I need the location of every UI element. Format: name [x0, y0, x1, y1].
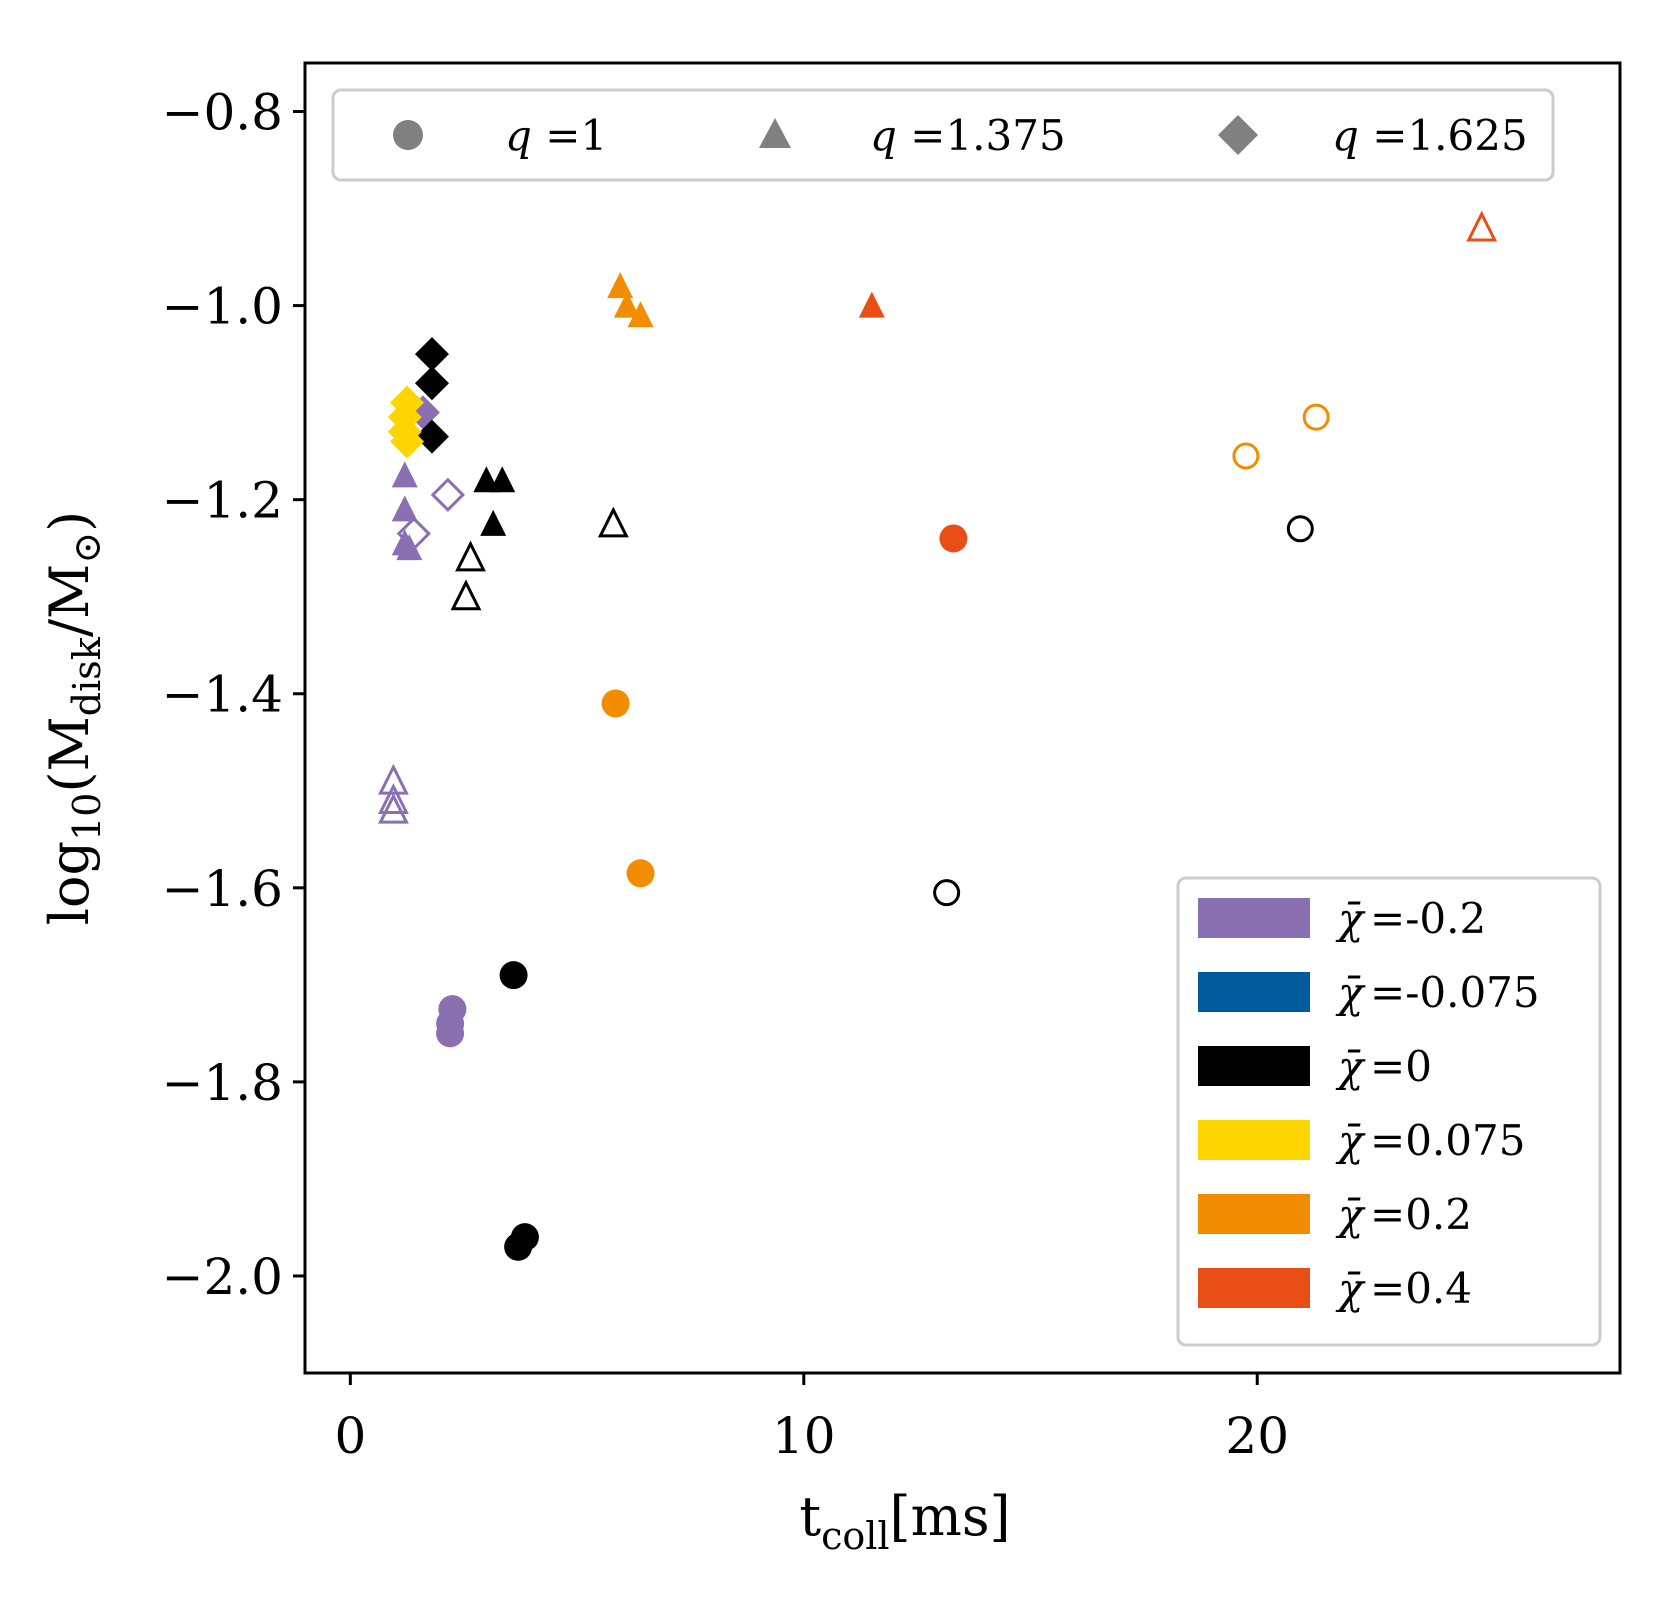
y-axis-label-close: )	[38, 511, 101, 532]
plot-frame	[303, 61, 1622, 1375]
y-axis-label: log10(Mdisk/M⊙)	[38, 511, 109, 926]
data-point-diamond	[387, 414, 422, 449]
legend-circle-marker	[393, 120, 423, 150]
legend-q2-val: 1.375	[945, 111, 1065, 160]
color-legend-swatch	[1198, 972, 1310, 1012]
y-tick-label: −1.2	[162, 472, 283, 530]
legend-q1-label: q =1	[505, 111, 607, 160]
color-legend-label: =0	[1370, 1042, 1432, 1091]
legend-q3-label: q =1.625	[1332, 111, 1528, 160]
y-axis-label-sun: ⊙	[65, 532, 109, 564]
color-legend-label: =0.2	[1370, 1190, 1472, 1239]
data-point-triangle	[377, 792, 409, 824]
marker-legend-box	[331, 88, 1555, 182]
x-axis: 0 10 20	[334, 1373, 1289, 1465]
data-point-circle	[504, 1232, 533, 1261]
y-tick-label: −1.0	[162, 278, 283, 336]
color-legend-swatch	[1198, 898, 1310, 938]
data-point-circle	[626, 859, 655, 888]
data-point-triangle	[455, 540, 486, 572]
x-axis-label: tcoll[ms]	[799, 1485, 1010, 1558]
data-point-circle	[1286, 515, 1314, 543]
color-legend-swatch	[1198, 1120, 1310, 1160]
legend-q1-eq: =	[532, 111, 581, 160]
color-legend-label: =-0.075	[1370, 968, 1540, 1017]
color-legend-label: =0.075	[1370, 1116, 1525, 1165]
data-point-circle	[939, 524, 968, 553]
data-point-triangle	[391, 461, 418, 488]
data-point-triangle	[489, 466, 516, 493]
color-legend-label: =0.4	[1370, 1264, 1472, 1313]
legend-diamond-marker	[1218, 115, 1258, 155]
x-tick-label: 10	[772, 1407, 836, 1465]
y-axis-label-rest2: /M	[38, 564, 101, 638]
data-point-triangle	[1466, 210, 1498, 242]
data-point-diamond	[396, 516, 431, 551]
data-point-triangle	[627, 301, 654, 328]
color-legend-symbol: χ̄	[1335, 1116, 1366, 1165]
color-legend-symbol: χ̄	[1335, 894, 1366, 943]
data-point-circle	[933, 879, 961, 907]
data-point-triangle	[858, 291, 885, 318]
y-tick-label: −1.8	[162, 1054, 283, 1112]
y-axis-label-main: log	[38, 841, 101, 925]
data-point-triangle	[480, 509, 507, 536]
marker-legend: q =1 q =1.375 q =1.625	[331, 88, 1555, 182]
color-legend-swatch	[1198, 1046, 1310, 1086]
data-point-triangle	[391, 495, 418, 522]
x-tick-label: 20	[1225, 1407, 1289, 1465]
legend-q3-var: q	[1332, 111, 1359, 160]
data-point-diamond	[430, 477, 465, 512]
legend-q2-eq: =	[897, 111, 946, 160]
data-point-circle	[1302, 403, 1330, 431]
color-legend-symbol: χ̄	[1335, 1264, 1366, 1313]
color-legend-label: =-0.2	[1370, 894, 1486, 943]
y-tick-label: −2.0	[162, 1248, 283, 1306]
legend-q2-var: q	[870, 111, 897, 160]
legend-q3-eq: =	[1359, 111, 1408, 160]
data-point-triangle	[613, 291, 640, 318]
x-tick-label: 0	[334, 1407, 366, 1465]
y-tick-label: −0.8	[162, 84, 283, 142]
color-legend-symbol: χ̄	[1335, 968, 1366, 1017]
color-legend-symbol: χ̄	[1335, 1042, 1366, 1091]
x-axis-label-unit: [ms]	[890, 1485, 1011, 1548]
y-axis: −2.0 −1.8 −1.6 −1.4 −1.2 −1.0 −0.8	[162, 84, 305, 1306]
data-point-diamond	[414, 419, 449, 454]
color-legend-swatch	[1198, 1194, 1310, 1234]
data-point-diamond	[414, 366, 449, 401]
data-point-triangle	[450, 579, 482, 611]
y-axis-label-rest: (M	[38, 716, 101, 792]
data-point-diamond	[414, 337, 449, 372]
legend-q1-var: q	[505, 111, 532, 160]
data-point-triangle	[607, 272, 634, 299]
color-legend-swatch	[1198, 1268, 1310, 1308]
x-axis-label-sub: coll	[821, 1514, 889, 1558]
legend-q3-val: 1.625	[1407, 111, 1527, 160]
legend-q1-val: 1	[580, 111, 607, 160]
x-axis-label-main: t	[799, 1485, 821, 1548]
color-legend-symbol: χ̄	[1335, 1190, 1366, 1239]
data-point-circle	[1232, 442, 1260, 470]
data-point-triangle	[597, 506, 629, 538]
data-points	[377, 210, 1498, 1261]
data-point-circle	[601, 689, 630, 718]
legend-triangle-marker	[759, 118, 791, 148]
data-point-circle	[499, 961, 528, 990]
data-point-triangle	[396, 534, 423, 561]
legend-q2-label: q =1.375	[870, 111, 1066, 160]
data-point-circle	[436, 1019, 465, 1048]
y-axis-label-sub: 10	[65, 793, 109, 841]
y-tick-label: −1.4	[162, 666, 283, 724]
data-point-triangle	[377, 783, 409, 814]
y-axis-label-sub2: disk	[65, 636, 109, 716]
y-tick-label: −1.6	[162, 860, 283, 918]
